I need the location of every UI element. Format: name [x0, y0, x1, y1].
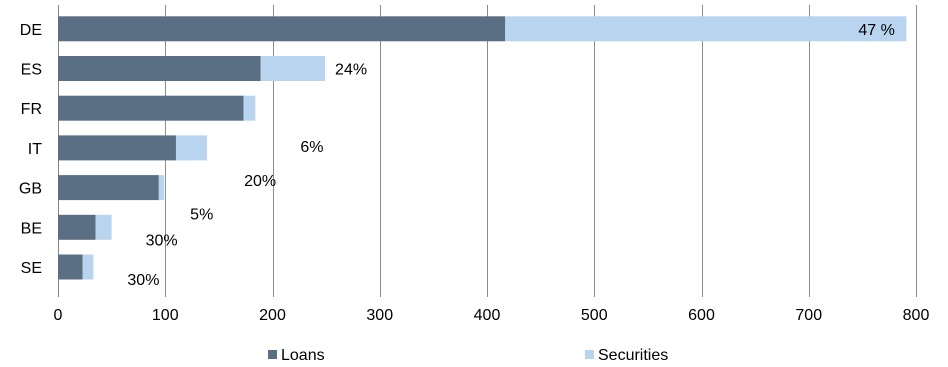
- bar-gb-loans: [58, 175, 159, 201]
- bar-fr-loans: [58, 95, 244, 121]
- x-tick-label: 0: [54, 307, 63, 324]
- data-label-gb: 5%: [190, 207, 213, 224]
- legend-label-securities: Securities: [598, 347, 668, 364]
- category-label-se: SE: [21, 260, 42, 277]
- gridlines: [58, 5, 917, 297]
- bar-es-loans: [58, 56, 261, 81]
- bar-be-loans: [58, 214, 96, 240]
- x-tick-label: 200: [259, 307, 286, 324]
- x-tick-label: 800: [903, 307, 930, 324]
- x-tick-label: 500: [581, 307, 608, 324]
- category-label-fr: FR: [21, 101, 42, 118]
- data-label-fr: 6%: [300, 139, 323, 156]
- bar-se-securities: [82, 254, 94, 280]
- category-label-be: BE: [21, 220, 42, 237]
- bar-it-loans: [58, 135, 176, 161]
- x-tick-label: 600: [688, 307, 715, 324]
- bars: [58, 16, 907, 280]
- data-label-se: 30%: [127, 272, 159, 289]
- x-tick-label: 700: [795, 307, 822, 324]
- bar-gb-securities: [158, 175, 165, 201]
- category-label-it: IT: [28, 141, 42, 158]
- data-labels: 47 % 24% 6% 20% 5% 30% 30%: [127, 22, 894, 289]
- data-label-de: 47 %: [858, 22, 894, 39]
- category-label-gb: GB: [19, 181, 42, 198]
- data-label-be: 30%: [146, 232, 178, 249]
- x-axis-tick-labels: 0 100 200 300 400 500 600 700 800: [54, 307, 930, 324]
- bar-fr-securities: [243, 95, 256, 121]
- legend-label-loans: Loans: [281, 347, 325, 364]
- legend-swatch-securities: [585, 350, 594, 359]
- bar-es-securities: [260, 56, 326, 81]
- x-tick-label: 400: [474, 307, 501, 324]
- bar-be-securities: [95, 214, 112, 240]
- bar-de-loans: [58, 16, 506, 42]
- legend: Loans Securities: [268, 347, 668, 364]
- data-label-it: 20%: [244, 173, 276, 190]
- category-label-de: DE: [20, 22, 42, 39]
- bar-de-securities: [505, 16, 907, 42]
- data-label-es: 24%: [335, 62, 367, 79]
- x-tick-label: 300: [366, 307, 393, 324]
- x-tick-label: 100: [152, 307, 179, 324]
- legend-swatch-loans: [268, 350, 277, 359]
- bar-it-securities: [175, 135, 208, 161]
- category-labels: DE ES FR IT GB BE SE: [19, 22, 42, 277]
- category-label-es: ES: [21, 62, 42, 79]
- bar-se-loans: [58, 254, 83, 280]
